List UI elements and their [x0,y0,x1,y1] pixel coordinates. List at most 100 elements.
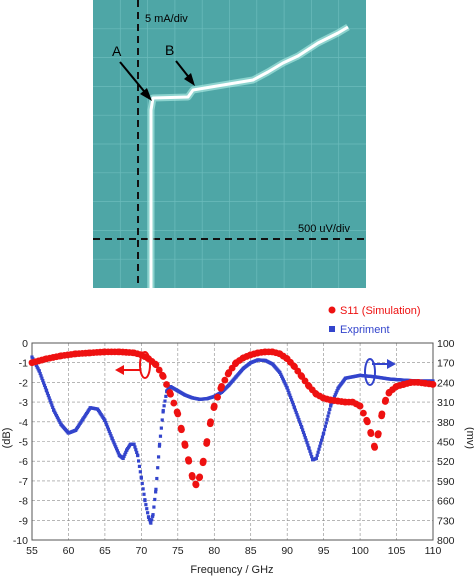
expriment-point [34,363,38,368]
expriment-point [304,438,308,442]
expriment-point [134,448,138,452]
expriment-point [56,417,60,421]
expriment-point [326,414,330,418]
expriment-point [159,426,163,430]
expriment-point [146,511,150,515]
s11-point [189,473,196,481]
expriment-point [58,420,62,424]
expriment-point [325,417,329,422]
expriment-point [157,444,162,448]
expriment-point [35,365,39,369]
expriment-point [116,451,120,455]
expriment-point [292,406,297,410]
expriment-point [327,411,331,415]
expriment-point [303,435,307,440]
expriment-point [155,476,159,481]
expriment-point [280,374,284,378]
expriment-point [156,466,160,470]
s11-point [367,430,375,438]
right-axis-label: (mv) [464,427,474,449]
marker-a-label: A [112,43,122,59]
left-axis-label: (dB) [1,428,13,449]
expriment-point [39,374,43,378]
horizontal-scale-label: 500 uV/div [298,223,350,235]
expriment-point [57,419,61,423]
expriment-point [308,449,312,453]
expriment-point [160,418,164,422]
expriment-point [135,450,139,455]
expriment-point [152,505,156,509]
expriment-point [286,388,290,392]
expriment-point [122,454,126,458]
s11-point [167,390,174,398]
right-tick-label: 800 [437,535,455,547]
left-tick-label: -6 [19,456,28,468]
x-tick-label: 90 [281,545,293,557]
expriment-point [285,386,289,390]
expriment-point [301,428,305,432]
expriment-point [295,413,299,417]
expriment-point [136,459,141,463]
expriment-point [51,405,55,409]
expriment-point [143,499,147,503]
s11-point [207,418,215,426]
expriment-point [48,398,52,402]
expriment-point [43,386,48,390]
expriment-point [151,513,155,517]
expriment-point [47,396,51,400]
expriment-point [30,355,34,359]
expriment-point [293,408,297,412]
x-tick-label: 85 [245,545,257,557]
expriment-point [106,427,111,431]
expriment-point [113,443,117,447]
expriment-point [334,391,338,395]
s11-left-arrowhead [115,365,124,375]
s11-point [178,426,185,434]
expriment-point [124,450,128,454]
expriment-point [328,407,332,412]
x-axis-label: Frequency / GHz [190,564,273,576]
expriment-right-arrowhead [387,359,396,369]
vertical-scale-label: 5 mA/div [145,13,188,25]
right-tick-label: 240 [437,377,455,389]
expriment-point [161,408,165,413]
expriment-point [307,446,311,451]
expriment-point [112,441,116,445]
expriment-point [40,376,44,380]
expriment-point [279,372,283,377]
expriment-point [297,417,301,422]
s11-point [203,438,211,445]
marker-b-arrowhead [184,73,195,86]
iv-trace [149,25,349,288]
s11-point [199,457,207,465]
expriment-point [335,389,339,393]
s11-point [192,481,200,489]
expriment-point [310,455,314,459]
right-tick-label: 660 [437,496,455,508]
expriment-point [302,433,306,437]
marker-b-label: B [165,42,174,58]
oscilloscope-photo: 5 mA/div 500 uV/div A B [93,0,366,288]
expriment-point [320,435,325,439]
expriment-point [281,378,285,382]
expriment-point [147,518,152,522]
expriment-point [154,487,158,491]
expriment-point [140,481,144,486]
x-tick-label: 95 [318,545,330,557]
expriment-point [280,376,285,380]
expriment-point [133,445,137,449]
expriment-point [289,398,294,402]
left-tick-label: -1 [19,358,28,370]
expriment-point [54,412,58,416]
s11-point [170,399,178,407]
s11-point [185,457,193,465]
expriment-point [44,389,49,393]
s11-point [210,402,218,410]
expriment-point [300,425,304,430]
x-tick-label: 55 [26,545,38,557]
expriment-point [150,518,154,522]
expriment-point [282,380,286,384]
s11-point [196,473,204,481]
expriment-point [149,521,153,525]
expriment-point [109,434,113,438]
